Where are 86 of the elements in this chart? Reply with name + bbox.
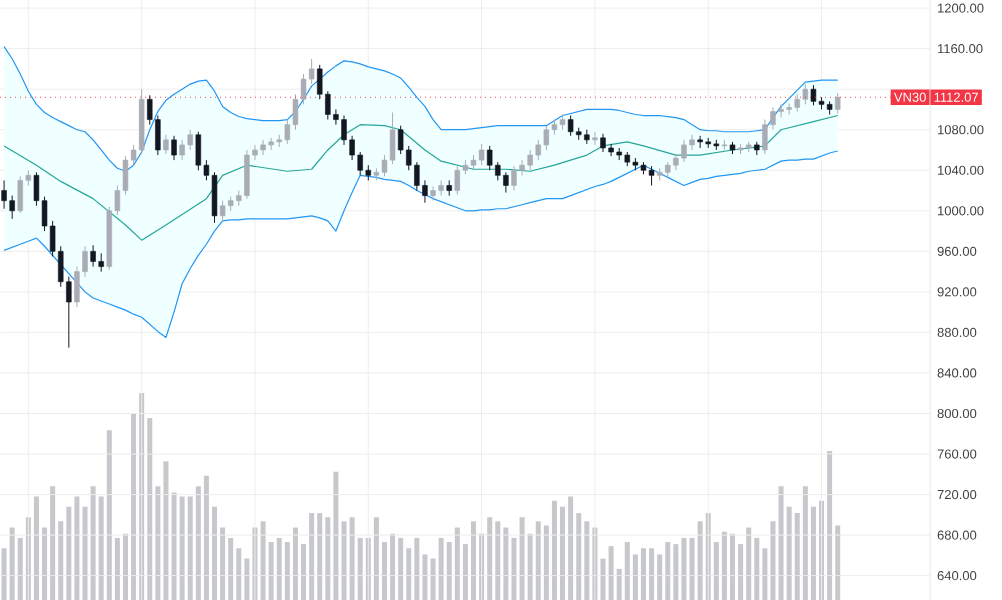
bar (729, 533, 736, 600)
candlestick (171, 135, 177, 161)
bar (90, 486, 96, 600)
bar (454, 527, 460, 600)
candlestick (527, 149, 533, 171)
candlestick (543, 125, 550, 151)
bar (317, 513, 323, 600)
bar (568, 496, 574, 600)
candlestick (778, 103, 784, 119)
bar (770, 521, 776, 600)
bar (179, 496, 185, 600)
bar (624, 542, 630, 600)
bar (778, 486, 784, 600)
bar (260, 521, 266, 600)
candlestick (219, 200, 226, 222)
bar (74, 496, 80, 600)
bar (470, 521, 477, 600)
bar (640, 548, 646, 600)
bar (721, 531, 727, 600)
candlestick (179, 139, 185, 161)
candlestick (90, 244, 96, 268)
bar (414, 537, 420, 600)
bar (665, 542, 671, 600)
candlestick (1, 179, 7, 210)
candlestick (211, 171, 218, 224)
bar (203, 475, 209, 600)
candlestick (802, 83, 809, 105)
bar (697, 521, 703, 600)
bar (341, 521, 347, 600)
candlestick (511, 165, 517, 192)
candlestick (98, 252, 104, 273)
bar (276, 537, 282, 600)
bar (584, 521, 590, 600)
line-series (3, 114, 839, 241)
candlestick (17, 175, 23, 214)
candlestick (260, 139, 266, 156)
bar (827, 451, 833, 600)
candlestick (697, 135, 703, 149)
candlestick (835, 92, 841, 114)
bar (50, 486, 56, 600)
candlestick (163, 134, 169, 155)
candlestick (478, 143, 485, 166)
candlestick (503, 171, 509, 194)
candlestick (648, 165, 655, 186)
bar (292, 527, 298, 600)
candlestick (244, 149, 250, 200)
bar (373, 517, 379, 600)
candlestick (689, 134, 695, 151)
bar (535, 521, 541, 600)
bar (519, 517, 525, 600)
bar (333, 471, 339, 600)
candlestick (454, 165, 461, 196)
candlestick (438, 179, 444, 197)
candlestick (567, 115, 574, 137)
candlestick (608, 143, 614, 157)
candlestick (600, 133, 606, 153)
bar (681, 537, 687, 600)
bar (503, 527, 509, 600)
bar (163, 461, 169, 600)
bar (390, 533, 396, 600)
candlestick (681, 139, 687, 163)
bar (802, 486, 808, 600)
bar (608, 546, 614, 600)
bar (487, 517, 493, 600)
candlestick (187, 129, 193, 151)
bar (551, 500, 557, 600)
bar (106, 430, 112, 600)
bar (398, 537, 404, 600)
candlestick (9, 195, 15, 220)
bar (9, 527, 15, 600)
candlestick (810, 84, 817, 106)
candlestick (195, 131, 202, 171)
candlestick (389, 111, 396, 165)
bar (33, 496, 39, 600)
bar (349, 517, 355, 600)
candlestick (592, 131, 598, 146)
bar (746, 527, 752, 600)
candlestick (430, 185, 436, 202)
bar (495, 521, 501, 600)
bar (438, 537, 444, 600)
candlestick (486, 145, 493, 171)
bar (649, 548, 655, 600)
bar (171, 492, 177, 600)
bar (309, 513, 315, 600)
candlestick (762, 119, 768, 155)
bar (673, 544, 679, 600)
